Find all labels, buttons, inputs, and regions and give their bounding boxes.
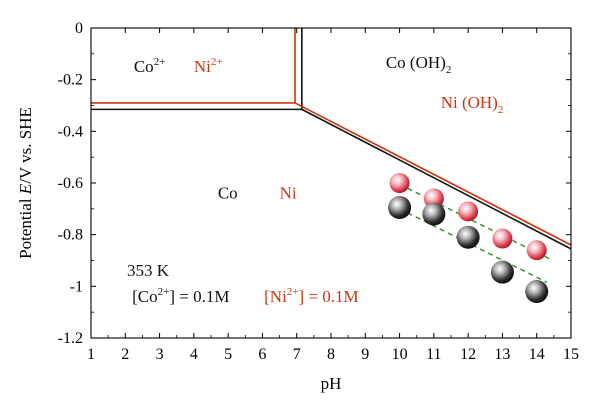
co-concentration-label-open: [Co <box>132 287 158 306</box>
co-data-point <box>456 225 480 249</box>
y-tick-label: -0.6 <box>58 175 83 192</box>
region-label-ni-oh2: Ni (OH)2 <box>441 93 504 116</box>
x-tick-label: 7 <box>293 346 301 363</box>
x-tick-label: 9 <box>361 346 369 363</box>
ni-concentration-label-close: ] = 0.1M <box>299 287 359 306</box>
ni-data-point <box>492 228 513 249</box>
y-tick-label: 0 <box>75 20 83 37</box>
ni-data-point <box>389 173 410 193</box>
co-data-point <box>388 196 412 220</box>
y-axis-label-part: /V vs. SHE <box>16 107 35 184</box>
x-tick-label: 10 <box>392 346 408 363</box>
y-tick-label: -0.4 <box>58 123 83 140</box>
ni-concentration-label: [Ni2+] = 0.1M <box>264 286 359 306</box>
region-label-text: Ni <box>280 184 297 203</box>
co-data-point <box>422 202 446 226</box>
region-label-co2plus: Co2+ <box>134 56 166 76</box>
co-data-point <box>525 280 549 303</box>
temperature-label: 353 K <box>127 261 170 280</box>
co-concentration-label-close: ] = 0.1M <box>169 287 229 306</box>
x-tick-label: 11 <box>426 346 441 363</box>
co-boundary-sloped <box>301 108 572 250</box>
region-label-text: Ni <box>194 57 211 76</box>
region-label-ni-metal: Ni <box>280 184 297 203</box>
x-tick-label: 8 <box>327 346 335 363</box>
region-label-text: Ni (OH) <box>441 93 498 112</box>
x-tick-label: 3 <box>156 346 164 363</box>
x-tick-label: 5 <box>224 346 232 363</box>
y-tick-label: -0.8 <box>58 227 83 244</box>
ni-concentration-label-sup: 2+ <box>287 286 299 298</box>
region-label-ni2plus: Ni2+ <box>194 56 223 76</box>
y-tick-label: -1 <box>70 278 83 295</box>
co-concentration-label-sup: 2+ <box>158 286 170 298</box>
x-axis-label: pH <box>321 374 342 393</box>
x-tick-label: 4 <box>190 346 198 363</box>
plot-frame <box>90 27 572 339</box>
region-label-sup: 2+ <box>211 56 223 68</box>
x-tick-label: 1 <box>87 346 95 363</box>
region-label-sub: 2 <box>498 104 504 116</box>
y-axis-label-part: Potential <box>16 194 35 259</box>
co-data-point <box>490 260 514 284</box>
y-axis-label-part: E <box>16 183 35 195</box>
co-concentration-label: [Co2+] = 0.1M <box>132 286 229 306</box>
ni-boundary-sloped <box>294 102 572 246</box>
ni-concentration-label-open: [Ni <box>264 287 287 306</box>
region-label-co-metal: Co <box>218 184 238 203</box>
y-axis-label: Potential E/V vs. SHE <box>16 107 35 259</box>
ni-data-point <box>423 188 444 209</box>
x-tick-label: 14 <box>529 346 545 363</box>
region-label-sup: 2+ <box>154 56 166 68</box>
x-tick-label: 13 <box>494 346 510 363</box>
x-tick-label: 15 <box>563 346 579 363</box>
region-label-text: Co (OH) <box>386 53 446 72</box>
y-tick-label: -1.2 <box>58 330 83 347</box>
x-tick-label: 2 <box>121 346 129 363</box>
x-tick-label: 6 <box>258 346 266 363</box>
chart-labels: 1 2 3 4 5 6 7 8 9 10 11 12 13 14 150-0.2-0.4-0.6-0.8-1… <box>16 20 579 393</box>
y-tick-label: -0.2 <box>58 72 83 89</box>
phase-boundaries <box>91 28 572 250</box>
region-label-co-oh2: Co (OH)2 <box>386 53 451 76</box>
ni-data-point <box>526 240 547 261</box>
region-label-text: Co <box>134 57 154 76</box>
region-label-sub: 2 <box>446 64 452 76</box>
ni-data-point <box>458 201 479 222</box>
x-tick-label: 12 <box>460 346 476 363</box>
data-points <box>388 173 549 303</box>
region-label-text: Co <box>218 184 238 203</box>
